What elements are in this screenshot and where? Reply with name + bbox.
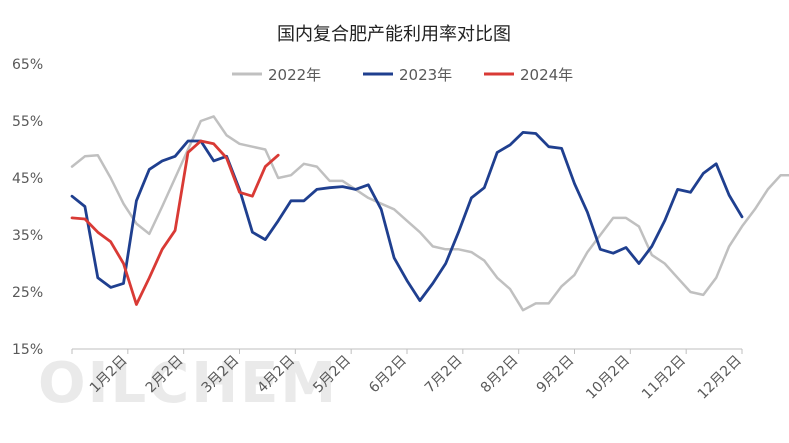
x-tick-label: 10月2日 <box>583 353 633 403</box>
x-tick-label: 11月2日 <box>639 353 689 403</box>
x-tick-label: 9月2日 <box>534 353 578 397</box>
watermark: OILCHEM <box>38 351 338 416</box>
x-tick-label: 12月2日 <box>695 353 745 403</box>
y-tick-label: 65% <box>12 57 43 73</box>
series-lines <box>70 115 789 312</box>
x-tick-label: 8月2日 <box>478 353 522 397</box>
legend: 2022年 2023年 2024年 <box>232 66 573 84</box>
y-tick-label: 45% <box>12 171 43 187</box>
x-tick-label: 6月2日 <box>366 353 410 397</box>
y-axis: 15% 25% 35% 45% 55% 65% <box>12 57 43 358</box>
legend-label: 2023年 <box>399 66 452 84</box>
y-tick-label: 15% <box>12 342 43 358</box>
y-tick-label: 25% <box>12 285 43 301</box>
series-line-3 <box>70 139 280 306</box>
chart-title: 国内复合肥产能利用率对比图 <box>277 24 511 45</box>
y-tick-label: 55% <box>12 114 43 130</box>
series-line-2 <box>70 130 744 303</box>
legend-label: 2022年 <box>268 66 321 84</box>
series-line-1 <box>70 115 789 312</box>
legend-label: 2024年 <box>520 66 573 84</box>
y-tick-label: 35% <box>12 228 43 244</box>
x-tick-label: 7月2日 <box>422 353 466 397</box>
